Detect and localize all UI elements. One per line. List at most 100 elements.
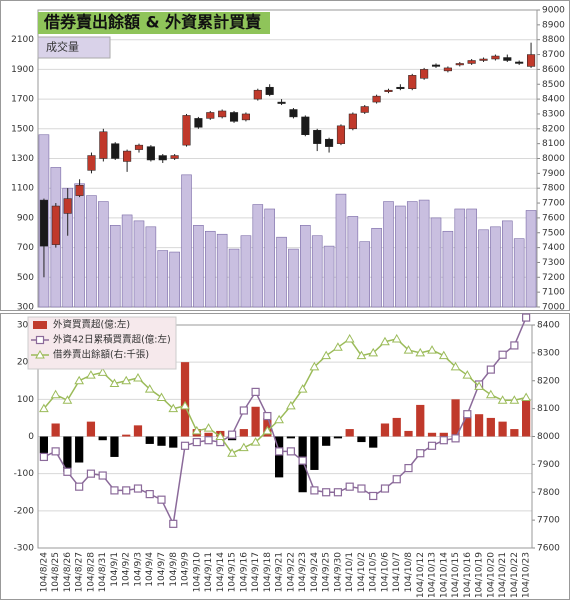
marker — [97, 367, 108, 376]
y2-tick-label: 9000 — [542, 6, 565, 16]
marker — [35, 349, 45, 359]
bar — [51, 423, 60, 437]
bar — [380, 423, 390, 437]
volume-bar — [466, 208, 477, 308]
y-tick-label: 200 — [17, 358, 34, 368]
volume-bar — [502, 220, 513, 308]
candle-body — [75, 184, 84, 196]
bar — [157, 436, 166, 446]
chart-title: 借券賣出餘額 & 外資累計買賣 — [43, 13, 262, 32]
marker — [463, 410, 472, 419]
candle-body — [336, 125, 346, 144]
volume-bar — [359, 241, 371, 308]
y2-tick-label: 7700 — [542, 199, 565, 209]
marker — [522, 313, 531, 322]
bar — [275, 436, 284, 478]
y2-tick-label: 7900 — [542, 169, 565, 179]
x-tick-label: 104/9/11 — [204, 552, 214, 592]
candle-body — [241, 113, 250, 121]
x-tick-label: 104/10/8 — [404, 552, 414, 593]
y-tick-label: 2100 — [11, 35, 34, 45]
bar — [110, 436, 119, 457]
legend-label: 成交量 — [46, 40, 79, 54]
marker — [286, 447, 295, 456]
volume-bar — [454, 208, 466, 308]
x-tick-label: 104/8/24 — [39, 552, 49, 593]
marker — [251, 387, 260, 396]
marker — [75, 482, 84, 491]
legend-box — [37, 36, 111, 59]
marker — [298, 456, 307, 465]
bar — [145, 436, 154, 444]
volume-bar — [86, 195, 97, 308]
marker — [403, 345, 414, 354]
volume-bar — [204, 230, 216, 308]
candle-body — [206, 112, 215, 119]
marker — [345, 482, 354, 491]
x-tick-label: 104/9/7 — [157, 552, 167, 587]
marker — [368, 347, 379, 357]
volume-bar — [145, 226, 157, 308]
y-tick-label: 300 — [17, 303, 34, 313]
x-tick-label: 104/10/2 — [357, 552, 367, 592]
volume-bar — [311, 235, 323, 308]
marker — [286, 400, 296, 410]
candle-body — [123, 150, 132, 162]
candle-body — [301, 116, 310, 135]
y-tick-label: 500 — [17, 273, 34, 283]
bottom-chart: -300 -200 -100 0 100 200 300 7600 7700 7800 7900 80… — [14, 313, 560, 598]
candle-body — [467, 60, 476, 64]
marker — [274, 414, 284, 424]
volume-bar — [430, 217, 442, 308]
volume-bar — [383, 201, 394, 308]
y2-tick-label: 7800 — [537, 488, 560, 498]
marker — [39, 452, 48, 462]
marker — [450, 361, 461, 371]
x-tick-label: 104/9/22 — [286, 552, 296, 592]
candle-body — [503, 57, 512, 61]
bar — [86, 421, 96, 437]
marker — [322, 488, 331, 497]
bar — [404, 430, 413, 437]
bar — [333, 436, 343, 439]
marker — [110, 486, 119, 495]
x-tick-label: 104/10/19 — [475, 552, 485, 598]
x-tick-label: 104/9/8 — [169, 552, 179, 587]
y-tick-label: 1500 — [11, 124, 34, 134]
marker — [191, 425, 202, 435]
candle-body — [146, 146, 155, 161]
candle-body — [443, 67, 452, 72]
y2-tick-label: 7000 — [542, 303, 565, 313]
marker — [497, 395, 508, 404]
marker — [498, 350, 507, 359]
x-tick-label: 104/9/30 — [333, 552, 343, 593]
volume-bar — [74, 183, 85, 308]
marker — [310, 486, 319, 495]
y2-tick-label: 8000 — [542, 154, 565, 164]
y-tick-label: 900 — [17, 213, 34, 223]
x-tick-label: 104/10/16 — [463, 552, 473, 598]
marker — [227, 448, 237, 457]
candle-body — [182, 115, 191, 146]
x-tick-label: 104/9/10 — [192, 552, 202, 593]
y2-tick-label: 8400 — [537, 321, 560, 331]
y-tick-label: 1900 — [11, 65, 34, 75]
bar — [98, 436, 107, 441]
y2-tick-label: 7800 — [542, 184, 565, 194]
bar — [251, 406, 260, 437]
candle-body — [253, 89, 262, 100]
x-tick-label: 104/10/15 — [451, 552, 461, 598]
candle-body — [289, 109, 298, 118]
volume-bar — [193, 225, 204, 308]
candle-body — [491, 55, 500, 60]
marker — [39, 403, 49, 413]
x-tick-label: 104/9/4 — [145, 552, 155, 587]
y2-tick-label: 8100 — [542, 139, 565, 149]
y2-tick-label: 8600 — [542, 65, 565, 75]
volume-bar — [395, 205, 406, 308]
x-tick-label: 104/10/12 — [416, 552, 426, 598]
bar — [510, 429, 519, 437]
x-tick-label: 104/8/25 — [51, 552, 61, 592]
volume-bar — [252, 204, 264, 308]
marker — [391, 333, 402, 343]
